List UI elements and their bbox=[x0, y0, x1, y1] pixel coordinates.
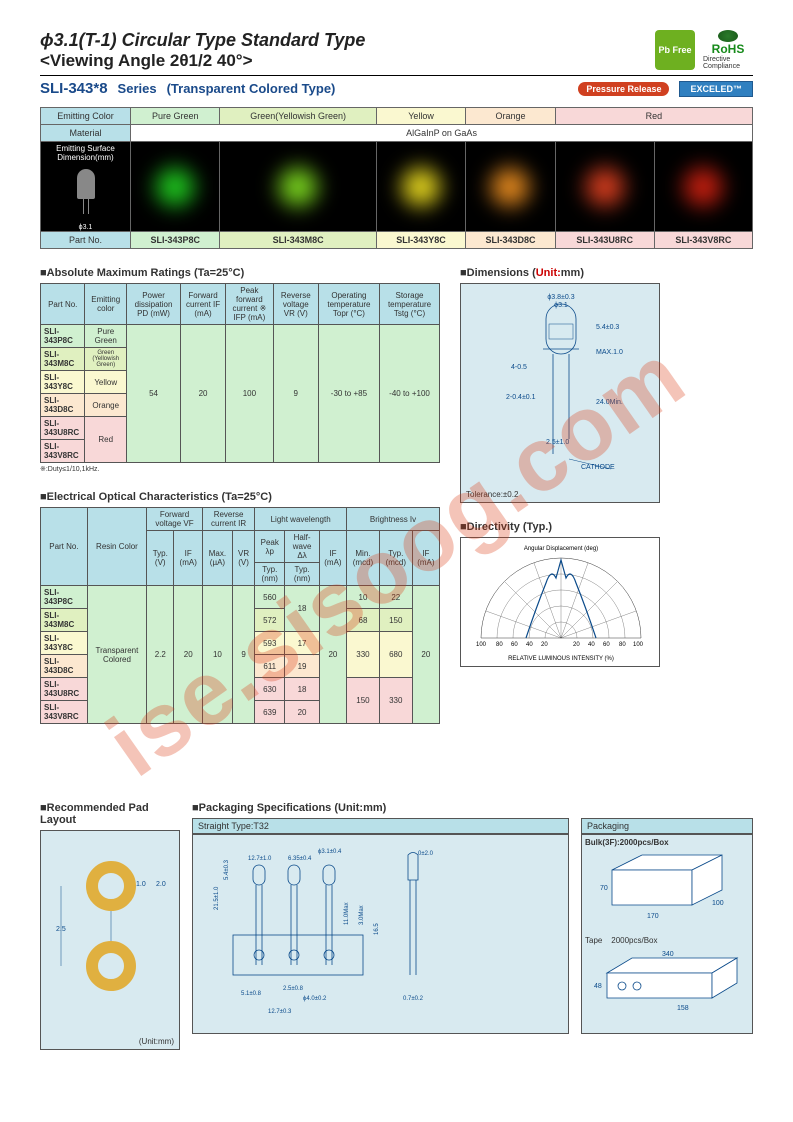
directivity-title: ■Directivity (Typ.) bbox=[460, 521, 753, 533]
color-table: Emitting Color Pure Green Green(Yellowis… bbox=[40, 107, 753, 249]
svg-text:170: 170 bbox=[647, 913, 659, 920]
dimensions-title: ■Dimensions (Unit:mm) bbox=[460, 267, 753, 279]
svg-text:24.0Min.: 24.0Min. bbox=[596, 399, 623, 406]
title-line1: ϕ3.1(T-1) Circular Type Standard Type bbox=[40, 30, 365, 51]
svg-text:70: 70 bbox=[600, 885, 608, 892]
led-ygreen bbox=[268, 157, 328, 217]
svg-text:100: 100 bbox=[476, 642, 487, 648]
series-row: SLI-343*8 Series (Transparent Colored Ty… bbox=[40, 75, 753, 97]
svg-text:2.5±0.8: 2.5±0.8 bbox=[283, 986, 304, 992]
svg-text:48: 48 bbox=[594, 983, 602, 990]
svg-text:RELATIVE LUMINOUS INTENSITY: RELATIVE LUMINOUS INTENSITY (%) bbox=[508, 656, 614, 662]
svg-text:5.1±0.8: 5.1±0.8 bbox=[241, 991, 262, 997]
svg-text:ϕ3.1±0.4: ϕ3.1±0.4 bbox=[318, 849, 342, 855]
rohs-badge: RoHS Directive Compliance bbox=[703, 30, 753, 70]
svg-text:11.0Max: 11.0Max bbox=[344, 902, 350, 925]
svg-text:20: 20 bbox=[541, 642, 548, 648]
svg-text:MAX.1.0: MAX.1.0 bbox=[596, 349, 623, 356]
partno-label: Part No. bbox=[41, 232, 131, 249]
svg-text:CATHODE: CATHODE bbox=[581, 464, 615, 471]
svg-text:Angular Displacement (deg): Angular Displacement (deg) bbox=[524, 546, 598, 552]
svg-text:4-0.5: 4-0.5 bbox=[511, 364, 527, 371]
svg-text:100: 100 bbox=[712, 900, 724, 907]
svg-text:5.4±0.3: 5.4±0.3 bbox=[596, 324, 619, 331]
packaging-label: Packaging bbox=[581, 818, 753, 834]
elec-opt-title: ■Electrical Optical Characteristics (Ta=… bbox=[40, 491, 440, 503]
svg-text:1.0: 1.0 bbox=[136, 881, 146, 888]
straight-type-label: Straight Type:T32 bbox=[192, 818, 569, 834]
pbfree-badge: Pb Free bbox=[655, 30, 695, 70]
svg-text:12.7±0.3: 12.7±0.3 bbox=[268, 1009, 292, 1015]
svg-text:2.0: 2.0 bbox=[156, 881, 166, 888]
packaging-spec-diagram: 21.5±1.0 5.4±0.3 12.7±1.0 6.35±0.4 ϕ3.1±… bbox=[192, 834, 569, 1034]
svg-text:80: 80 bbox=[496, 642, 503, 648]
packaging-diagram: Bulk(3F):2000pcs/Box 70 170 100 Tape 200… bbox=[581, 834, 753, 1034]
tape-row: Tape 2000pcs/Box bbox=[582, 933, 752, 948]
svg-text:ϕ4.0±0.2: ϕ4.0±0.2 bbox=[303, 996, 327, 1002]
tolerance-label: Tolerance:±0.2 bbox=[466, 490, 518, 499]
svg-text:80: 80 bbox=[619, 642, 626, 648]
material-label: Material bbox=[41, 125, 131, 142]
svg-text:40: 40 bbox=[526, 642, 533, 648]
svg-text:0±2.0: 0±2.0 bbox=[418, 851, 434, 857]
svg-text:0.7±0.2: 0.7±0.2 bbox=[403, 996, 424, 1002]
svg-text:60: 60 bbox=[603, 642, 610, 648]
abs-max-footnote: ※:Duty≤1/10,1kHz. bbox=[40, 465, 440, 473]
pad-layout-diagram: 1.0 2.0 2.5 (Unit:mm) bbox=[40, 830, 180, 1050]
packaging-spec-title: ■Packaging Specifications (Unit:mm) bbox=[192, 802, 569, 814]
series-label: Series bbox=[118, 81, 157, 96]
dimensions-diagram: ϕ3.8±0.3 ϕ3.1 5.4±0.3 MAX.1.0 24.0Min. 4… bbox=[460, 283, 660, 503]
led-drawing: ϕ3.8±0.3 ϕ3.1 5.4±0.3 MAX.1.0 24.0Min. 4… bbox=[461, 284, 661, 484]
svg-text:100: 100 bbox=[633, 642, 644, 648]
emitting-color-label: Emitting Color bbox=[41, 108, 131, 125]
abs-max-title: ■Absolute Maximum Ratings (Ta=25°C) bbox=[40, 267, 440, 279]
led-red1 bbox=[575, 157, 635, 217]
svg-text:6.35±0.4: 6.35±0.4 bbox=[288, 856, 312, 862]
svg-text:12.7±1.0: 12.7±1.0 bbox=[248, 856, 272, 862]
pad-layout-title: ■Recommended Pad Layout bbox=[40, 802, 180, 826]
led-red2 bbox=[673, 157, 733, 217]
svg-text:158: 158 bbox=[677, 1005, 689, 1012]
svg-text:16.5: 16.5 bbox=[374, 923, 380, 935]
material-value: AlGaInP on GaAs bbox=[131, 125, 753, 142]
header: ϕ3.1(T-1) Circular Type Standard Type <V… bbox=[40, 30, 753, 71]
surface-dim-label: Emitting Surface Dimension(mm) ϕ3.1 bbox=[41, 142, 131, 232]
exceled-badge: EXCELED™ bbox=[679, 81, 753, 97]
series-name: SLI-343*8 bbox=[40, 80, 108, 97]
svg-text:340: 340 bbox=[662, 951, 674, 958]
svg-text:ϕ3.1: ϕ3.1 bbox=[554, 302, 568, 309]
svg-text:5.4±0.3: 5.4±0.3 bbox=[224, 859, 230, 880]
led-yellow bbox=[391, 157, 451, 217]
svg-text:40: 40 bbox=[588, 642, 595, 648]
title-line2: <Viewing Angle 2θ1/2 40°> bbox=[40, 51, 365, 71]
svg-text:3.0Max: 3.0Max bbox=[359, 905, 365, 925]
pressure-badge: Pressure Release bbox=[578, 82, 669, 96]
globe-icon bbox=[718, 30, 738, 42]
svg-text:21.5±1.0: 21.5±1.0 bbox=[214, 886, 220, 910]
led-pure-green bbox=[145, 157, 205, 217]
pad-unit-label: (Unit:mm) bbox=[139, 1037, 174, 1046]
bulk-label: Bulk(3F):2000pcs/Box bbox=[582, 835, 752, 850]
led-orange bbox=[480, 157, 540, 217]
series-type: (Transparent Colored Type) bbox=[167, 81, 336, 96]
svg-text:60: 60 bbox=[511, 642, 518, 648]
svg-text:2-0.4±0.1: 2-0.4±0.1 bbox=[506, 394, 536, 401]
elec-opt-table: Part No. Resin Color Forward voltage VF … bbox=[40, 507, 440, 724]
directivity-diagram: Angular Displacement (deg) bbox=[460, 537, 660, 667]
svg-text:ϕ3.8±0.3: ϕ3.8±0.3 bbox=[547, 294, 574, 301]
abs-max-table: Part No. Emitting color Power dissipatio… bbox=[40, 283, 440, 463]
svg-text:2.5±1.0: 2.5±1.0 bbox=[546, 439, 569, 446]
svg-text:20: 20 bbox=[573, 642, 580, 648]
